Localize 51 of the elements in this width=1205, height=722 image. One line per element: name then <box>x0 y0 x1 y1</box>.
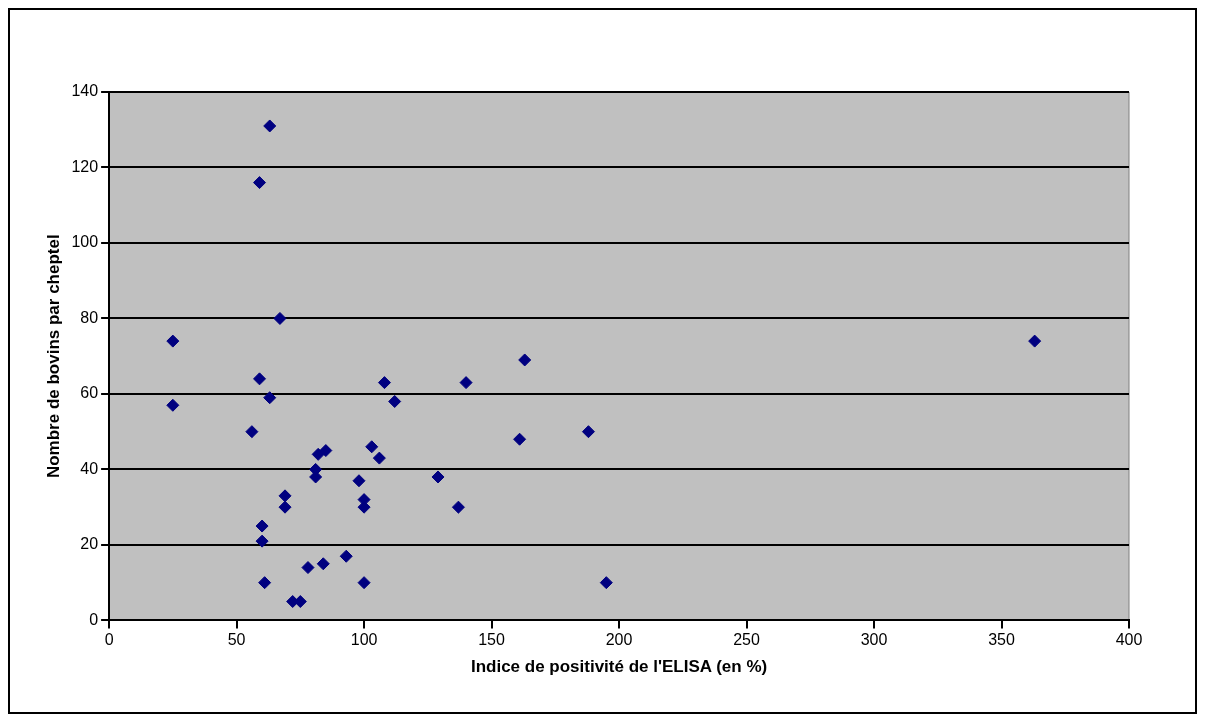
point <box>431 470 445 484</box>
y-tick-label: 0 <box>89 610 99 628</box>
point <box>253 372 267 386</box>
point <box>365 440 379 454</box>
y-tick-label: 80 <box>80 308 99 326</box>
point <box>166 334 180 348</box>
y-tick-label: 60 <box>80 384 99 402</box>
y-tick-label: 40 <box>80 459 99 477</box>
y-tick-label: 140 <box>71 82 99 100</box>
point <box>1028 334 1042 348</box>
point <box>319 444 333 458</box>
point <box>388 394 402 408</box>
point <box>255 519 269 533</box>
point <box>316 557 330 571</box>
y-axis-title: Nombre de bovins par cheptel <box>43 234 63 479</box>
point <box>253 176 267 190</box>
point <box>278 500 292 514</box>
x-tick-label: 50 <box>227 631 246 649</box>
point <box>372 451 386 465</box>
point <box>377 376 391 390</box>
x-tick-label: 0 <box>104 631 114 649</box>
point <box>599 576 613 590</box>
y-tick-label: 120 <box>71 157 99 175</box>
point <box>258 576 272 590</box>
x-tick-label: 100 <box>350 631 378 649</box>
x-tick-label: 350 <box>988 631 1015 649</box>
point <box>263 391 277 405</box>
x-tick-label: 400 <box>1115 631 1143 649</box>
point <box>352 474 366 488</box>
y-tick-label: 20 <box>80 535 99 553</box>
point <box>301 561 315 575</box>
x-tick-label: 150 <box>478 631 505 649</box>
x-tick-label: 200 <box>605 631 633 649</box>
point <box>245 425 259 439</box>
point <box>518 353 532 367</box>
y-tick-label: 100 <box>71 233 99 251</box>
point <box>278 489 292 503</box>
point <box>273 311 287 325</box>
point <box>255 534 269 548</box>
point <box>311 447 325 461</box>
point <box>357 576 371 590</box>
point <box>339 549 353 563</box>
point <box>166 398 180 412</box>
x-tick-label: 250 <box>733 631 760 649</box>
point <box>513 432 527 446</box>
x-tick-label: 300 <box>860 631 888 649</box>
point <box>459 376 473 390</box>
point <box>263 119 277 133</box>
x-axis-title: Indice de positivité de l'ELISA (en %) <box>470 657 768 677</box>
point <box>451 500 465 514</box>
point <box>581 425 595 439</box>
